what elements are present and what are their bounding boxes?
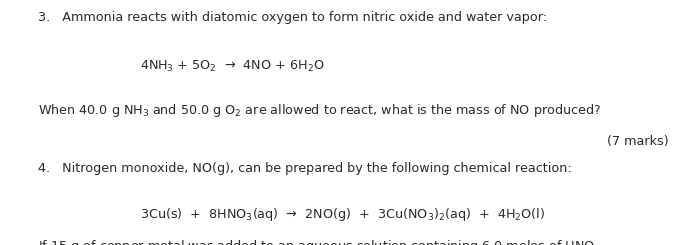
Text: 4.   Nitrogen monoxide, NO(g), can be prepared by the following chemical reactio: 4. Nitrogen monoxide, NO(g), can be prep… (38, 162, 573, 175)
Text: When 40.0 g NH$_3$ and 50.0 g O$_2$ are allowed to react, what is the mass of NO: When 40.0 g NH$_3$ and 50.0 g O$_2$ are … (38, 102, 601, 119)
Text: 4NH$_3$ + 5O$_2$  →  4NO + 6H$_2$O: 4NH$_3$ + 5O$_2$ → 4NO + 6H$_2$O (140, 59, 325, 74)
Text: If 15 g of copper metal was added to an aqueous solution containing 6.0 moles of: If 15 g of copper metal was added to an … (38, 238, 606, 245)
Text: 3Cu(s)  +  8HNO$_3$(aq)  →  2NO(g)  +  3Cu(NO$_3$)$_2$(aq)  +  4H$_2$O(l): 3Cu(s) + 8HNO$_3$(aq) → 2NO(g) + 3Cu(NO$… (140, 206, 545, 223)
Text: 3.   Ammonia reacts with diatomic oxygen to form nitric oxide and water vapor:: 3. Ammonia reacts with diatomic oxygen t… (38, 11, 547, 24)
Text: (7 marks): (7 marks) (607, 135, 668, 148)
